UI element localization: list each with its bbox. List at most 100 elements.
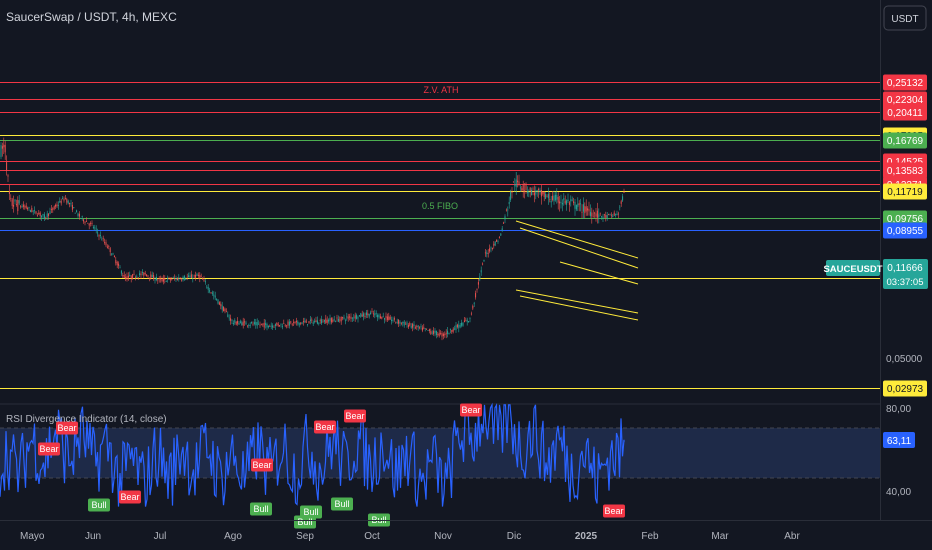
candle-body	[118, 263, 120, 266]
candle-body	[620, 201, 622, 204]
bear-signal-badge: Bear	[251, 458, 273, 472]
candle-body	[209, 290, 211, 292]
symbol-name-box	[826, 260, 880, 276]
candle-body	[97, 232, 99, 234]
candle-body	[573, 201, 575, 203]
candle-body	[587, 208, 589, 211]
currency-button[interactable]: USDT	[883, 5, 927, 31]
candle-body	[400, 322, 402, 324]
rsi-line	[0, 402, 625, 507]
candle-body	[517, 180, 519, 183]
candle-body	[468, 321, 470, 322]
time-axis-label: Abr	[784, 531, 800, 542]
candle-body	[608, 213, 610, 215]
candle-body	[549, 198, 551, 200]
candle-body	[448, 333, 450, 334]
candle-body	[447, 330, 449, 334]
candle-body	[367, 313, 369, 316]
candle-body	[248, 325, 250, 326]
candle-body	[14, 199, 16, 202]
candle-body	[563, 198, 565, 201]
candle-body	[148, 277, 150, 279]
channel-line	[515, 220, 639, 259]
candle-body	[49, 211, 51, 215]
candle-body	[291, 323, 293, 325]
candle-body	[106, 246, 108, 248]
candle-body	[539, 190, 541, 193]
symbol-tag: SAUCEUSDT 0,11666 03:37:05	[823, 259, 928, 289]
candle-body	[202, 278, 204, 280]
candle-body	[395, 321, 397, 323]
candle-body	[196, 273, 198, 276]
candle-body	[48, 213, 50, 216]
candle-body	[63, 199, 65, 201]
time-axis-label: Dic	[507, 531, 521, 542]
price-level-label: 0,25132	[883, 74, 927, 91]
candle-body	[136, 276, 138, 278]
candle-body	[350, 316, 352, 319]
candle-body	[491, 247, 493, 249]
candle-body	[11, 199, 13, 206]
candle-body	[267, 325, 269, 328]
candle-body	[293, 321, 295, 323]
time-axis-label: Oct	[364, 531, 380, 542]
candle-body	[592, 216, 594, 218]
candle-body	[179, 278, 181, 280]
candle-body	[224, 308, 226, 312]
candle-body	[392, 319, 394, 321]
candle-body	[301, 322, 303, 325]
candle-body	[407, 324, 409, 328]
candle-body	[483, 259, 485, 262]
candle-body	[225, 311, 227, 313]
candle-body	[186, 276, 188, 278]
candle-body	[125, 277, 127, 279]
candle-body	[349, 316, 351, 318]
horizontal-levels	[0, 82, 880, 389]
candle-body	[438, 332, 440, 337]
candle-body	[585, 206, 587, 212]
symbol-title: SaucerSwap / USDT, 4h, MEXC	[6, 10, 177, 24]
candle-body	[147, 275, 149, 277]
candle-body	[433, 330, 435, 334]
candle-body	[379, 316, 381, 319]
candle-body	[297, 321, 299, 324]
candle-body	[249, 325, 251, 326]
candle-body	[420, 326, 422, 328]
candle-body	[580, 203, 582, 205]
candle-body	[87, 222, 89, 224]
price-level-label: 0,11719	[883, 183, 927, 200]
candle-body	[500, 233, 502, 236]
candle-body	[487, 253, 489, 254]
candle-body	[599, 212, 601, 214]
candle-body	[440, 332, 442, 334]
candle-body	[302, 321, 304, 323]
candle-body	[493, 243, 495, 246]
candle-body	[76, 210, 78, 213]
candle-body	[598, 214, 600, 218]
candle-body	[74, 212, 76, 214]
candle-body	[465, 320, 467, 322]
candle-body	[449, 328, 451, 330]
candle-body	[242, 321, 244, 326]
svg-text:0,25132: 0,25132	[887, 78, 924, 89]
candle-body	[622, 196, 624, 201]
svg-text:Bull: Bull	[303, 507, 318, 517]
candle-body	[203, 279, 205, 281]
price-series	[0, 137, 625, 341]
candle-body	[336, 317, 338, 319]
currency-button-label[interactable]: USDT	[891, 14, 918, 25]
candle-body	[368, 313, 370, 317]
candle-body	[129, 274, 131, 276]
time-axis-label: Jul	[154, 531, 167, 542]
candle-body	[265, 323, 267, 325]
candle-body	[403, 321, 405, 326]
candle-body	[164, 278, 166, 280]
candle-body	[15, 204, 17, 205]
candle-body	[56, 204, 58, 207]
candle-body	[378, 314, 380, 318]
candle-body	[507, 209, 509, 211]
candle-body	[29, 210, 31, 212]
candle-body	[546, 196, 548, 198]
candle-body	[207, 287, 209, 290]
